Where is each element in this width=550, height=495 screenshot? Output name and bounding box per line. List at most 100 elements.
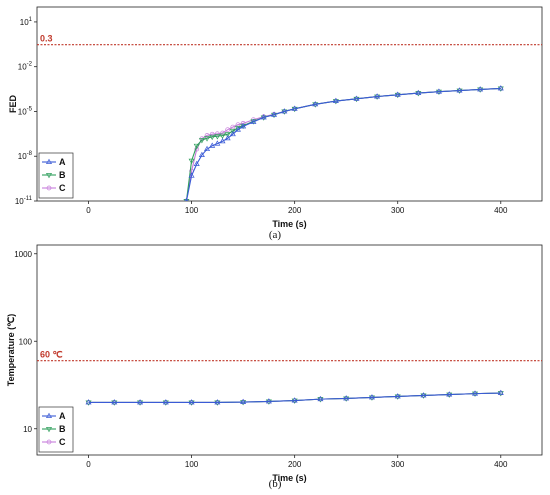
- data-point-A: [240, 398, 247, 404]
- data-point-A: [188, 172, 195, 178]
- data-point-A: [162, 399, 169, 405]
- chart-panel-2: 0 100 200 300 400 1000 100 10 Time (s) Temperatur…: [6, 244, 543, 490]
- data-point-C: [225, 127, 231, 133]
- y-tick-label: 10-5: [18, 106, 33, 116]
- legend-label-C: C: [59, 183, 66, 193]
- threshold-label: 0.3: [40, 34, 53, 44]
- data-point-B: [204, 136, 211, 142]
- data-point-A: [353, 95, 360, 101]
- data-point-A: [214, 140, 221, 146]
- plot-frame: [36, 6, 543, 202]
- data-point-C: [209, 131, 215, 137]
- data-point-A: [497, 389, 504, 395]
- data-point-B: [193, 143, 200, 150]
- legend-label-B: B: [59, 170, 66, 180]
- legend-label-A: A: [59, 157, 66, 167]
- data-point-A: [111, 399, 118, 405]
- data-point-A: [446, 391, 453, 397]
- data-point-A: [497, 85, 504, 91]
- y-tick-label: 101: [20, 17, 33, 27]
- data-point-A: [271, 111, 278, 117]
- data-point-A: [219, 138, 226, 144]
- legend: ABC: [38, 152, 74, 199]
- x-tick-label: 100: [185, 206, 199, 215]
- threshold-label: 60 ℃: [40, 350, 63, 360]
- data-point-A: [265, 398, 272, 404]
- y-tick-label: 10-2: [18, 62, 33, 72]
- x-tick-label: 100: [185, 460, 199, 469]
- data-point-A: [214, 399, 221, 405]
- x-tick-label: 300: [391, 460, 405, 469]
- y-tick-label: 1000: [14, 250, 32, 259]
- data-point-A: [250, 118, 257, 124]
- series-line-C: [185, 87, 501, 201]
- y-tick-label: 10-8: [18, 151, 33, 161]
- data-point-A: [415, 89, 422, 96]
- plot-frame: [36, 244, 543, 456]
- y-tick-label: 10-11: [15, 196, 33, 206]
- x-axis-label: Time (s): [272, 219, 306, 229]
- chart-panel-1: 0 100 200 300 400 101 10-2 10-5 10-8 10-11 Time (s…: [8, 6, 543, 241]
- data-point-B: [188, 158, 195, 165]
- series-A: [85, 389, 504, 405]
- series-line-A: [88, 392, 501, 403]
- data-point-A: [137, 399, 144, 405]
- data-point-A: [291, 105, 298, 111]
- data-point-A: [260, 114, 267, 120]
- data-point-A: [435, 88, 442, 94]
- y-tick-label: 10: [23, 425, 32, 434]
- data-point-C: [220, 130, 225, 136]
- data-point-C: [204, 133, 210, 138]
- series-line-A: [185, 87, 501, 201]
- y-axis-label: Temperature (℃): [6, 314, 16, 386]
- x-tick-label: 200: [288, 460, 302, 469]
- data-point-A: [234, 126, 241, 132]
- data-point-A: [317, 395, 324, 402]
- data-point-A: [184, 197, 189, 201]
- data-point-B: [198, 138, 205, 144]
- data-point-A: [343, 395, 350, 401]
- data-point-B: [209, 134, 216, 141]
- series-line-B: [185, 87, 501, 201]
- x-tick-label: 400: [494, 460, 508, 469]
- data-point-A: [477, 86, 484, 92]
- panel-caption: (a): [269, 229, 282, 241]
- legend-label-A: A: [59, 411, 66, 421]
- series-B: [183, 86, 504, 201]
- legend-marker-B: [45, 173, 53, 179]
- data-point-A: [472, 390, 479, 396]
- data-point-A: [368, 394, 375, 400]
- x-tick-label: 200: [288, 206, 302, 215]
- legend-marker-A: [45, 412, 53, 418]
- data-point-A: [240, 123, 247, 129]
- data-point-A: [188, 399, 195, 405]
- data-point-A: [394, 91, 401, 97]
- x-axis-label: Time (s): [272, 473, 306, 483]
- series-A: [184, 85, 504, 201]
- x-tick-label: 400: [494, 206, 508, 215]
- y-tick-label: 100: [19, 337, 33, 346]
- data-point-A: [198, 151, 205, 157]
- data-point-A: [374, 93, 381, 99]
- data-point-A: [332, 97, 339, 103]
- data-point-A: [291, 397, 298, 403]
- data-point-B: [219, 133, 226, 139]
- panel-caption: (b): [269, 478, 282, 490]
- data-point-B: [214, 134, 221, 140]
- x-tick-label: 0: [86, 460, 91, 469]
- data-point-A: [312, 101, 319, 107]
- data-point-A: [85, 399, 92, 405]
- legend-marker-A: [45, 158, 53, 164]
- data-point-A: [224, 134, 231, 141]
- data-point-B: [224, 132, 231, 138]
- data-point-A: [209, 142, 216, 148]
- data-point-A: [229, 130, 236, 137]
- legend-marker-C: [46, 439, 52, 445]
- legend: ABC: [38, 406, 74, 453]
- data-point-A: [394, 393, 401, 399]
- legend-marker-B: [45, 427, 53, 433]
- data-point-A: [193, 160, 200, 166]
- x-tick-label: 0: [86, 206, 91, 215]
- series-C: [184, 86, 504, 201]
